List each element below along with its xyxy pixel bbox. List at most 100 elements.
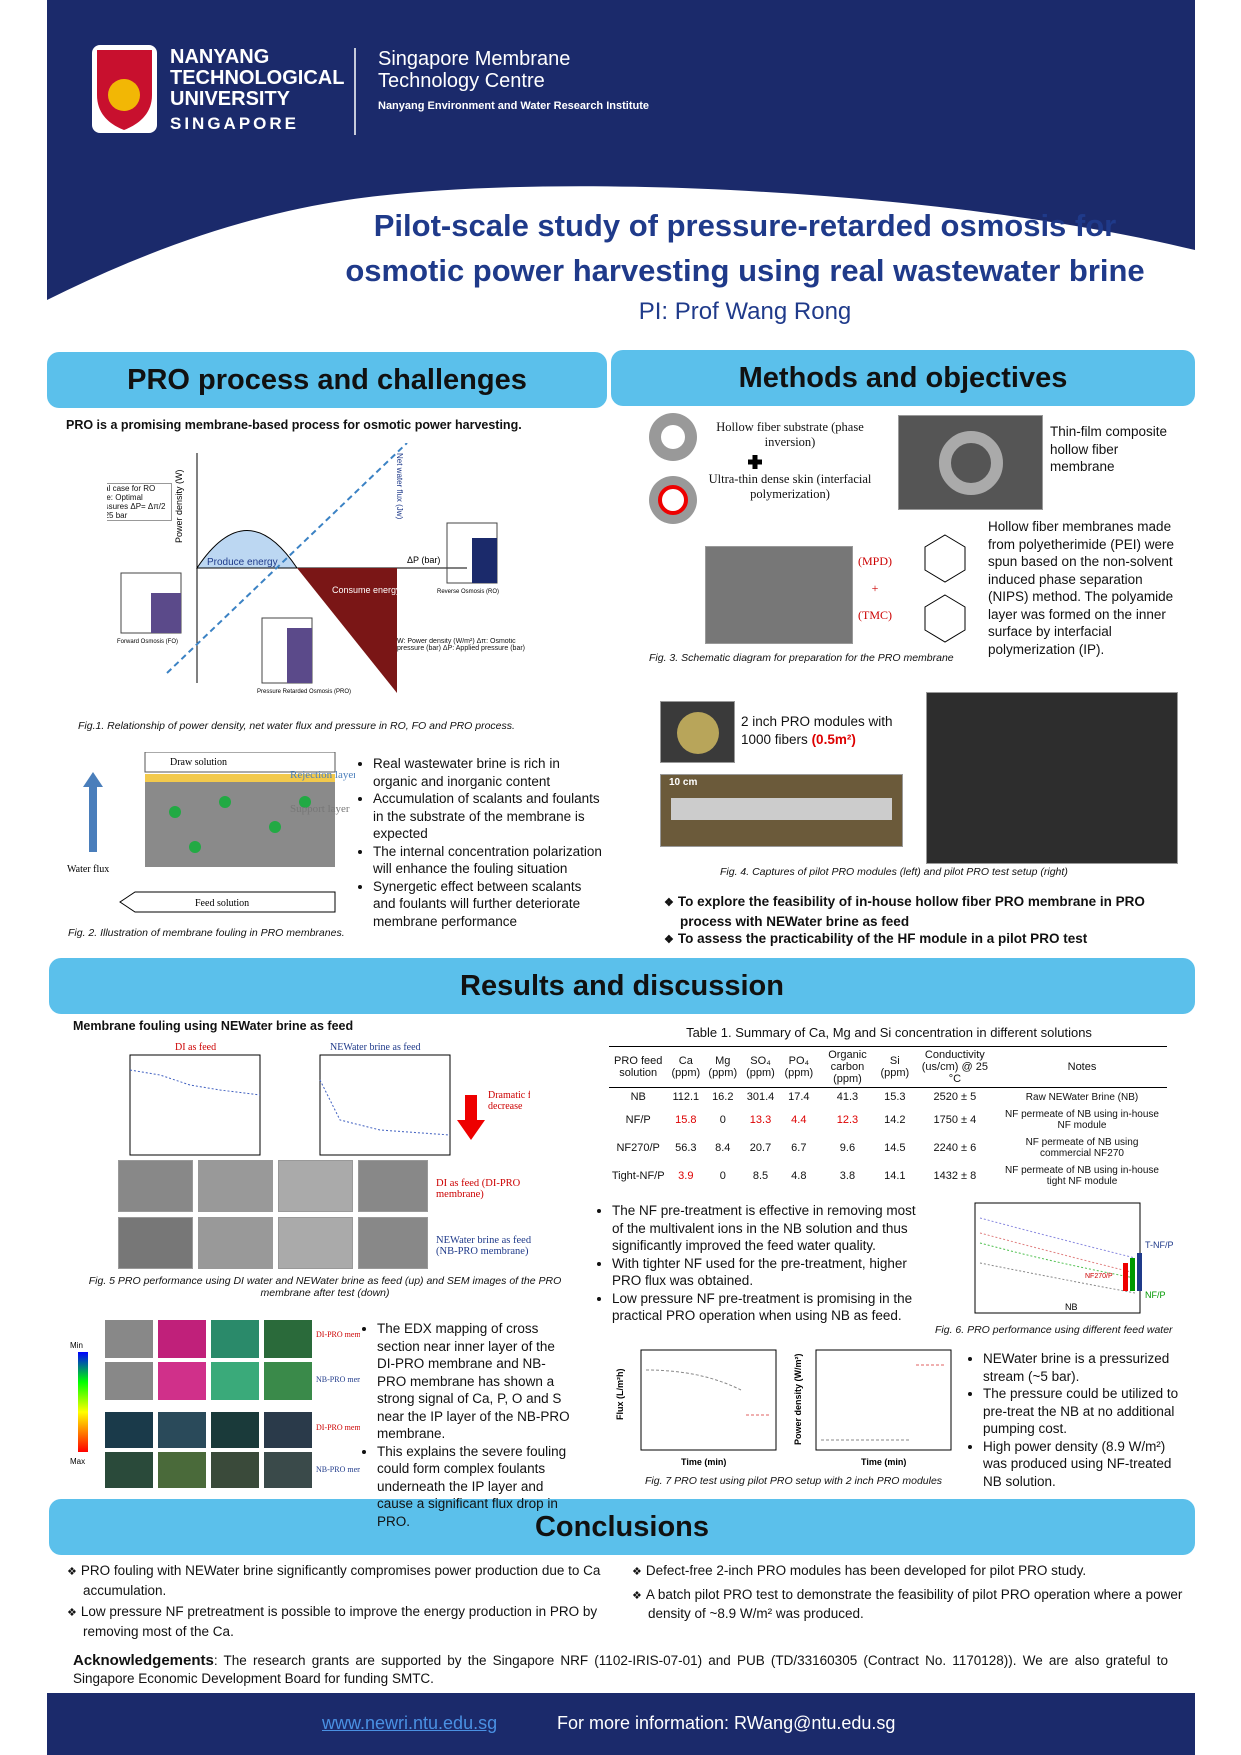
fig5-plots: DI as feed NEWater brine as feed Dramati… <box>129 1042 530 1156</box>
objectives: To explore the feasibility of in-house h… <box>664 893 1184 950</box>
fig-label: Max <box>70 1457 85 1466</box>
fig-label: DI as feed (DI-PRO membrane) <box>436 1178 521 1200</box>
table-cell: NB <box>630 1091 646 1103</box>
table-cell: 41.3 <box>836 1091 859 1103</box>
acknowledgements: Acknowledgements: The research grants ar… <box>73 1652 1168 1687</box>
table-header: PRO feed solution <box>609 1046 668 1088</box>
fig-label: NEWater brine as feed (NB-PRO membrane) <box>436 1235 532 1257</box>
fig-label: NEWater brine as feed <box>330 1042 421 1053</box>
table-cell: 0 <box>719 1114 726 1126</box>
text: NANYANG <box>170 46 270 68</box>
table-cell: 12.3 <box>836 1114 859 1126</box>
fig-label: Power density (W) <box>174 469 184 543</box>
table-row: NB 112.1 16.2 301.4 17.4 41.3 15.3 2520 ± 5 Raw … <box>609 1088 1167 1107</box>
rod-photo: 10 cm <box>660 774 903 847</box>
link[interactable]: www.newri.ntu.edu.sg <box>322 1713 498 1733</box>
bullet: With tighter NF used for the pre-treatme… <box>612 1255 924 1290</box>
text: Acknowledgements <box>73 1652 214 1669</box>
caption: Fig. 6. PRO performance using different … <box>935 1324 1173 1336</box>
bullet: Low pressure NF pre-treatment is promisi… <box>612 1290 924 1325</box>
sem-image <box>278 1217 353 1269</box>
table-cell: 56.3 <box>675 1142 697 1154</box>
fig-label: ΔP (bar) <box>407 555 440 565</box>
table-cell: 14.5 <box>884 1142 906 1154</box>
intro: PRO is a promising membrane-based proces… <box>66 418 522 432</box>
table-cell: 112.1 <box>672 1091 700 1103</box>
module-text: 2 inch PRO modules with 1000 fibers (0.5… <box>741 713 901 748</box>
sem-image <box>898 415 1043 510</box>
text: osmotic power harvesting using real wast… <box>345 253 1145 288</box>
table-cell: 1432 ± 8 <box>933 1170 977 1182</box>
fig-label: Water flux <box>67 864 109 875</box>
pi: PI: Prof Wang Rong <box>638 298 852 325</box>
bullet: A batch pilot PRO test to demonstrate th… <box>646 1586 1190 1623</box>
bullet: Synergetic effect between scalants and f… <box>373 878 605 931</box>
fig-label: Rejection layer <box>290 769 355 781</box>
caption: Fig. 3. Schematic diagram for preparatio… <box>649 652 954 664</box>
university-name: NANYANG TECHNOLOGICAL UNIVERSITY SINGAPO… <box>170 47 344 134</box>
caption: Fig. 7 PRO test using pilot PRO setup wi… <box>645 1475 943 1487</box>
contact: For more information: RWang@ntu.edu.sg <box>557 1713 896 1733</box>
conclusion-list: Defect-free 2-inch PRO modules has been … <box>632 1562 1190 1623</box>
fig-label: NB <box>1065 1302 1078 1312</box>
table-cell: 8.4 <box>715 1142 731 1154</box>
bullet: NEWater brine is a pressurized stream (~… <box>983 1350 1180 1385</box>
text: : The research grants are supported by t… <box>73 1653 1168 1686</box>
table-cell: 2520 ± 5 <box>933 1091 977 1103</box>
title: Pilot-scale study of pressure-retarded o… <box>300 203 1190 293</box>
bullet: The NF pre-treatment is effective in rem… <box>612 1202 924 1255</box>
bullet: The EDX mapping of cross section near in… <box>377 1320 574 1443</box>
bullet: The internal concentration polarization … <box>373 843 605 878</box>
bullet: To explore the feasibility of in-house h… <box>678 893 1184 930</box>
table-cell: 15.3 <box>884 1091 906 1103</box>
bullet: Low pressure NF pretreatment is possible… <box>81 1603 607 1640</box>
edx-maps: Min Max DI-PRO membrane NB-PRO membrane … <box>70 1320 360 1488</box>
fig-label: Net water flux (Jw) <box>395 453 404 520</box>
text: + <box>871 581 879 595</box>
table-cell: Raw NEWater Brine (NB) <box>1025 1091 1139 1103</box>
fig-label: Time (min) <box>861 1457 906 1467</box>
bullet: The pressure could be utilized to pre-tr… <box>983 1385 1180 1438</box>
table-header: Si (ppm) <box>876 1046 913 1088</box>
table-cell: 14.1 <box>884 1170 906 1182</box>
sem-image <box>705 546 853 644</box>
text: Pilot-scale study of pressure-retarded o… <box>373 208 1117 243</box>
bullet: To assess the practicability of the HF m… <box>678 930 1184 950</box>
table-cell: 14.2 <box>884 1114 906 1126</box>
fig-label: NF270/P <box>1085 1273 1113 1280</box>
text: Singapore Membrane <box>378 48 571 70</box>
table-cell: 4.4 <box>791 1114 807 1126</box>
fig-label: Hollow fiber substrate (phase inversion) <box>716 420 864 449</box>
table-cell: 3.9 <box>678 1170 694 1182</box>
fig-label: Flux (L/m²h) <box>615 1369 625 1421</box>
text: SINGAPORE <box>170 114 300 133</box>
fig1: Produce energy Consume energy ΔP (bar) P… <box>107 443 526 695</box>
fig-label: W: Power density (W/m²) Δπ: Osmotic pres… <box>397 638 526 652</box>
bullet-list: The EDX mapping of cross section near in… <box>359 1320 574 1530</box>
bullet: Accumulation of scalants and foulants in… <box>373 790 605 843</box>
pilot-photo <box>926 692 1178 864</box>
text: Nanyang Environment and Water Research I… <box>378 100 649 112</box>
fig-label: DI as feed <box>175 1042 216 1053</box>
fig-label: Pressure Retarded Osmosis (PRO) <box>257 689 351 695</box>
fig-label: Consume energy <box>332 585 401 595</box>
sem-image <box>118 1160 193 1212</box>
fig-label: Feed solution <box>195 898 249 909</box>
table-header: Conductivity (us/cm) @ 25 °C <box>912 1046 997 1088</box>
section-heading: Results and discussion <box>49 958 1195 1014</box>
fig-label: Min <box>70 1341 83 1350</box>
table-cell: 8.5 <box>752 1170 769 1182</box>
table-cell: 16.2 <box>712 1091 734 1103</box>
bullet: Real wastewater brine is rich in organic… <box>373 755 605 790</box>
fig7: Flux (L/m²h) Time (min) Power density (W… <box>615 1349 952 1467</box>
fig-label: NF/P <box>1145 1290 1166 1300</box>
module-photo <box>660 701 735 763</box>
sem-image <box>358 1160 428 1212</box>
caption: Fig. 4. Captures of pilot PRO modules (l… <box>720 866 1068 878</box>
table-cell: 9.6 <box>839 1142 856 1154</box>
subheading: Membrane fouling using NEWater brine as … <box>73 1019 354 1033</box>
table-cell: NF270/P <box>616 1142 660 1154</box>
caption: Fig. 2. Illustration of membrane fouling… <box>68 927 345 939</box>
table-title: Table 1. Summary of Ca, Mg and Si concen… <box>686 1025 1092 1040</box>
